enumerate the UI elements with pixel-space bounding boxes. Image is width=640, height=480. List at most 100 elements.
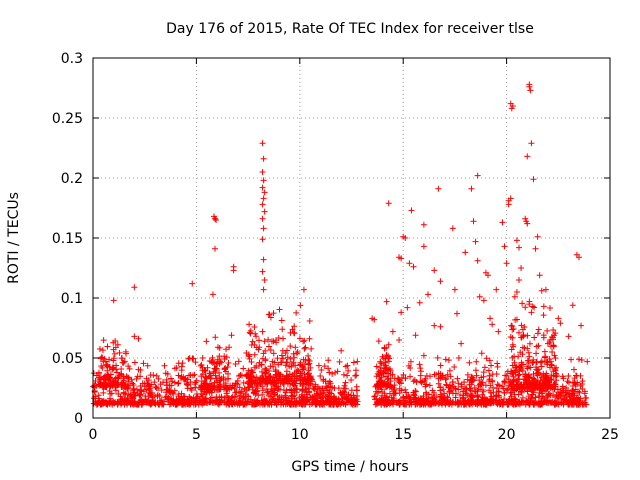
data-point [341, 382, 348, 389]
data-point [508, 322, 515, 329]
data-point [90, 370, 97, 377]
data-point [379, 353, 386, 360]
data-point [286, 370, 293, 377]
data-point [455, 386, 462, 393]
data-point [207, 398, 214, 405]
data-point [293, 368, 300, 375]
data-point [245, 367, 252, 374]
data-point [482, 401, 489, 408]
data-point [572, 372, 579, 379]
data-point [330, 399, 337, 406]
data-point [352, 367, 359, 374]
data-point [111, 350, 118, 357]
data-point [104, 367, 111, 374]
data-point [224, 393, 231, 400]
data-point [584, 358, 591, 365]
data-point [206, 373, 213, 380]
data-point [503, 260, 510, 267]
data-point [554, 386, 561, 393]
data-point [310, 385, 317, 392]
data-point [452, 385, 459, 392]
data-point [527, 364, 534, 371]
data-point [221, 386, 228, 393]
x-tick-label: 25 [601, 427, 619, 443]
data-point [242, 391, 249, 398]
data-point [180, 399, 187, 406]
data-point [546, 390, 553, 397]
data-point [237, 392, 244, 399]
data-point [283, 372, 290, 379]
data-point [412, 332, 419, 339]
data-point [487, 400, 494, 407]
data-point [153, 384, 160, 391]
data-point [509, 362, 516, 369]
data-point [173, 401, 180, 408]
data-point [377, 364, 384, 371]
data-point [110, 339, 117, 346]
data-point [554, 395, 561, 402]
data-point [442, 356, 449, 363]
data-point [169, 378, 176, 385]
data-point [412, 388, 419, 395]
data-point [291, 323, 298, 330]
data-point [279, 326, 286, 333]
data-point [402, 386, 409, 393]
data-point [261, 208, 268, 215]
data-point [515, 372, 522, 379]
data-point [468, 185, 475, 192]
data-point [137, 366, 144, 373]
y-tick-label: 0.2 [61, 171, 83, 187]
data-point [529, 303, 536, 310]
data-point [323, 399, 330, 406]
data-point [342, 385, 349, 392]
data-point [192, 379, 199, 386]
data-point [378, 369, 385, 376]
data-point [158, 401, 165, 408]
data-point [135, 401, 142, 408]
data-point [198, 361, 205, 368]
data-point [138, 386, 145, 393]
data-point [506, 396, 513, 403]
data-point [278, 394, 285, 401]
data-point [233, 389, 240, 396]
data-point [461, 401, 468, 408]
data-point [403, 395, 410, 402]
data-point [260, 177, 267, 184]
data-point [236, 384, 243, 391]
data-point [577, 382, 584, 389]
data-point [332, 369, 339, 376]
x-tick-label: 0 [89, 427, 98, 443]
data-point [340, 371, 347, 378]
data-point [302, 386, 309, 393]
data-point [352, 372, 359, 379]
data-point [550, 327, 557, 334]
data-point [509, 341, 516, 348]
data-point [564, 378, 571, 385]
data-point [322, 378, 329, 385]
data-point [501, 243, 508, 250]
data-point [335, 385, 342, 392]
data-point [454, 375, 461, 382]
data-point [488, 393, 495, 400]
data-point [538, 287, 545, 294]
data-point [216, 384, 223, 391]
data-point [199, 394, 206, 401]
data-point [301, 337, 308, 344]
data-point [383, 393, 390, 400]
data-point [131, 333, 138, 340]
data-point [203, 338, 210, 345]
data-point [385, 353, 392, 360]
data-point [260, 195, 267, 202]
data-point [517, 349, 524, 356]
data-point [385, 366, 392, 373]
data-point [261, 277, 268, 283]
data-point [519, 394, 526, 401]
data-point [532, 394, 539, 401]
data-point [251, 323, 258, 330]
data-point [102, 376, 109, 383]
data-point [98, 354, 105, 361]
data-point [495, 388, 502, 395]
data-point [307, 364, 314, 371]
data-point [258, 368, 265, 375]
